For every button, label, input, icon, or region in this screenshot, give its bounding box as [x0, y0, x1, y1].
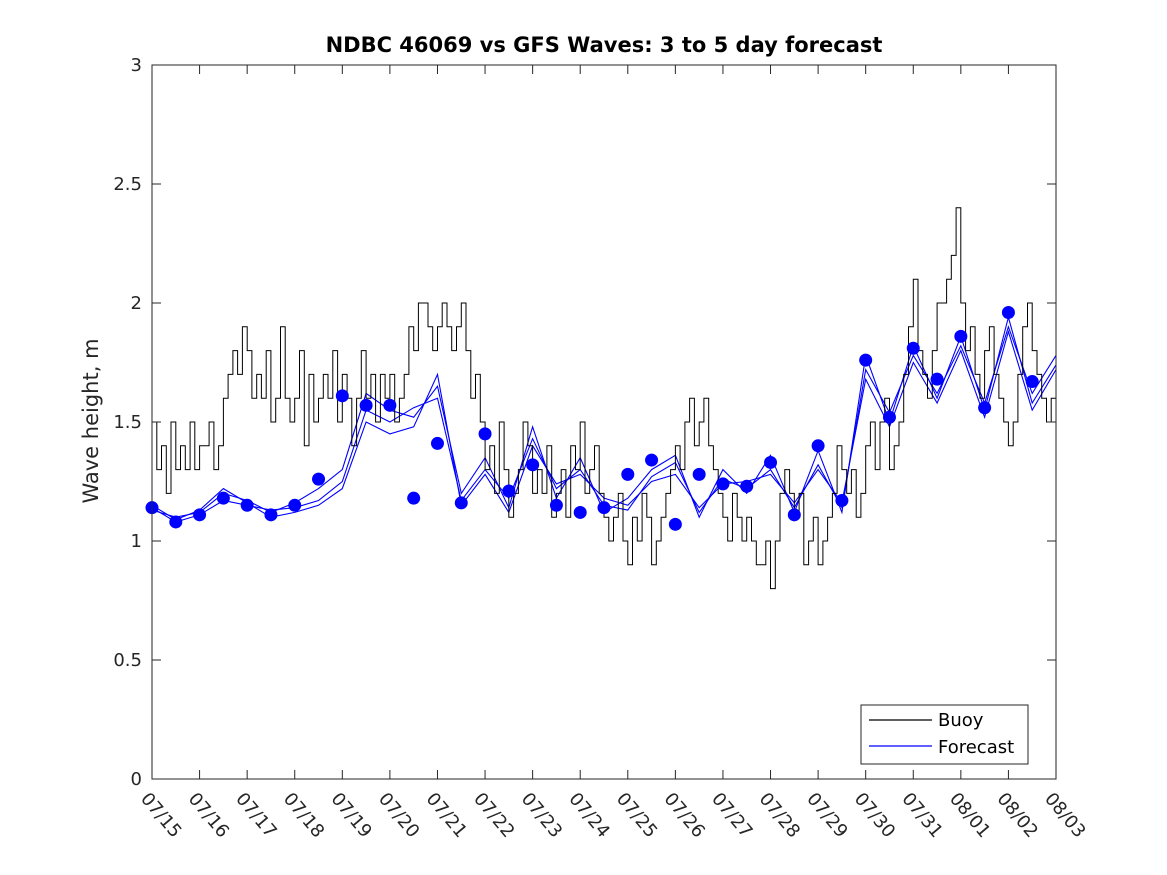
forecast-marker [454, 496, 468, 510]
y-tick-label: 0 [131, 769, 142, 790]
legend-box [860, 704, 1029, 765]
forecast-marker [930, 372, 944, 386]
y-tick-label: 1 [131, 531, 142, 552]
y-axis-ticks: 0 0.5 1 1.5 2 2.5 3 [113, 55, 1056, 790]
forecast-marker [692, 467, 706, 481]
marker-layer [145, 306, 1039, 531]
forecast-marker [668, 517, 682, 531]
y-tick-label: 3 [131, 55, 142, 76]
forecast-marker [764, 455, 778, 469]
y-axis-label: Wave height, m [79, 338, 103, 503]
forecast-marker [573, 505, 587, 519]
legend-forecast-label: Forecast [938, 737, 1014, 758]
forecast-marker [1025, 375, 1039, 389]
y-tick-label: 2 [131, 293, 142, 314]
forecast-marker [978, 401, 992, 415]
forecast-marker [740, 479, 754, 493]
forecast-marker [430, 436, 444, 450]
forecast-marker [787, 508, 801, 522]
forecast-marker [193, 508, 207, 522]
forecast-marker [954, 329, 968, 343]
chart-title: NDBC 46069 vs GFS Waves: 3 to 5 day fore… [326, 33, 883, 57]
forecast-marker [407, 491, 421, 505]
forecast-marker [859, 353, 873, 367]
forecast-marker [478, 427, 492, 441]
forecast-marker [621, 467, 635, 481]
forecast-marker [526, 458, 540, 472]
y-tick-label: 2.5 [113, 174, 142, 195]
forecast-marker [359, 398, 373, 412]
forecast-marker [383, 398, 397, 412]
forecast-marker [240, 498, 254, 512]
forecast-marker [645, 453, 659, 467]
y-tick-label: 1.5 [113, 412, 142, 433]
legend-buoy-label: Buoy [938, 710, 984, 731]
forecast-marker [716, 477, 730, 491]
forecast-marker [312, 472, 326, 486]
y-tick-label: 0.5 [113, 650, 142, 671]
forecast-marker [335, 389, 349, 403]
forecast-marker [882, 410, 896, 424]
forecast-marker [597, 501, 611, 515]
buoy-line [152, 207, 1057, 590]
legend: Buoy Forecast [860, 704, 1029, 765]
forecast-marker [835, 494, 849, 508]
forecast-marker [169, 515, 183, 529]
forecast-marker [906, 341, 920, 355]
forecast-marker [288, 498, 302, 512]
plot-area [152, 65, 1056, 779]
forecast-marker [264, 508, 278, 522]
forecast-marker [811, 439, 825, 453]
forecast-marker [549, 498, 563, 512]
forecast-marker [502, 484, 516, 498]
forecast-marker [1001, 306, 1015, 320]
forecast-marker [216, 491, 230, 505]
